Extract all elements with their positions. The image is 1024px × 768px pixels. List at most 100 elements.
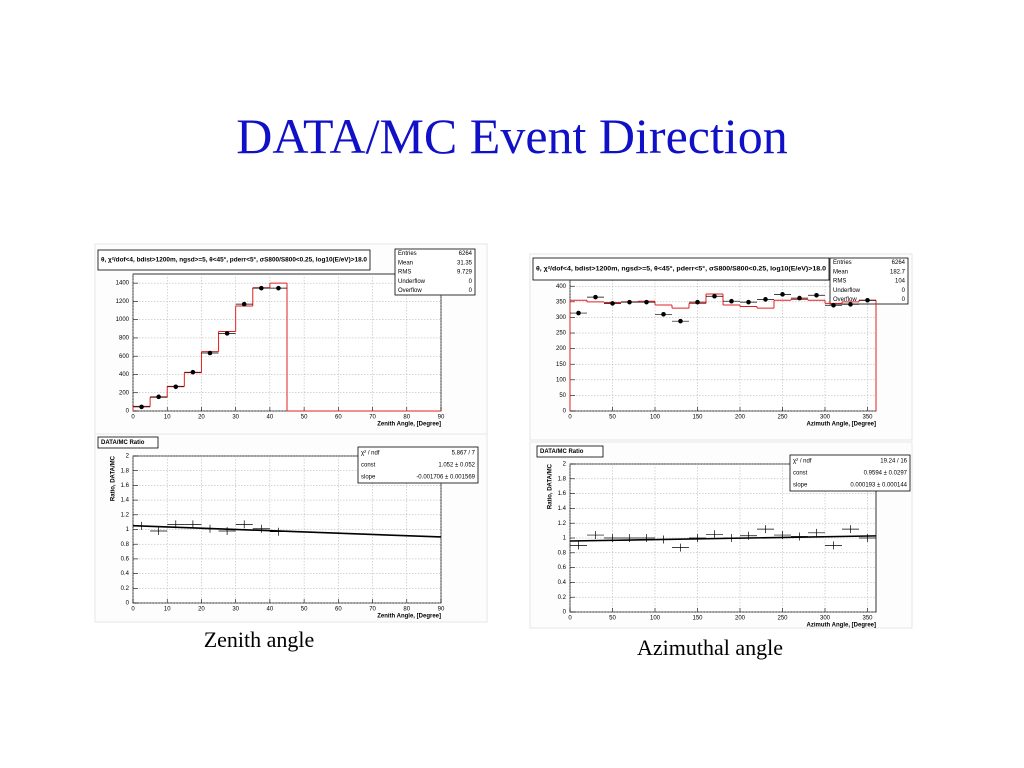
y-tick-label: 1.2 <box>121 512 130 518</box>
stats-box <box>394 248 476 296</box>
stats-value: 0.9594 ± 0.0297 <box>864 471 908 477</box>
y-tick-label: 0 <box>563 610 567 616</box>
slide-title: DATA/MC Event Direction <box>236 108 787 164</box>
stats-box <box>357 446 479 484</box>
data-point <box>644 299 649 305</box>
y-tick-label: 1.8 <box>121 468 130 474</box>
x-tick-label: 10 <box>164 607 171 613</box>
data-point <box>156 394 161 400</box>
x-tick-label: 90 <box>438 415 445 421</box>
stats-label: Mean <box>833 269 848 275</box>
title-box <box>97 249 371 271</box>
x-tick-label: 350 <box>862 415 873 421</box>
x-tick-label: 10 <box>164 415 171 421</box>
stats-label: Entries <box>398 251 417 257</box>
data-point <box>712 293 717 299</box>
x-tick-label: 50 <box>609 616 616 622</box>
x-tick-label: 200 <box>735 415 746 421</box>
data-point <box>241 301 247 307</box>
data-point <box>593 294 598 300</box>
plot-title: θ, χ²/dof<4, bdist>1200m, ngsd>=5, θ<45°… <box>101 257 368 264</box>
data-point <box>190 369 196 375</box>
x-axis-label: Zenith Angle, [Degree] <box>377 422 441 428</box>
title-box <box>536 445 604 458</box>
data-point <box>848 302 853 307</box>
y-tick-label: 600 <box>119 354 130 360</box>
data-point <box>661 312 666 317</box>
y-tick-label: 0.2 <box>558 595 567 601</box>
data-point <box>763 297 768 302</box>
y-tick-label: 350 <box>556 299 567 305</box>
y-tick-label: 0.4 <box>558 580 567 586</box>
x-tick-label: 0 <box>568 616 572 622</box>
data-point <box>259 285 264 291</box>
plot-panel: 0 10 20 30 40 50 60 70 80 90 0 200 400 600 800 1000 1200… <box>94 243 488 435</box>
data-point <box>797 295 802 301</box>
data-point <box>139 404 144 410</box>
data-point <box>207 350 213 356</box>
data-point <box>678 318 683 324</box>
y-tick-label: 1000 <box>116 317 130 323</box>
y-tick-label: 0.8 <box>558 550 567 556</box>
y-tick-label: 1400 <box>116 281 130 287</box>
y-axis-label: Ratio, DATA/MC <box>548 463 554 509</box>
x-tick-label: 70 <box>369 415 376 421</box>
x-tick-label: 50 <box>301 607 308 613</box>
y-tick-label: 400 <box>119 372 130 378</box>
y-tick-label: 0.4 <box>121 571 130 577</box>
x-tick-label: 0 <box>131 607 135 613</box>
stats-value: -0.001706 ± 0.001569 <box>416 475 475 481</box>
y-tick-label: 1.4 <box>558 506 567 512</box>
y-tick-label: 0.8 <box>121 542 130 548</box>
y-tick-label: 1.2 <box>558 521 567 527</box>
stats-label: slope <box>361 475 376 481</box>
x-tick-label: 50 <box>609 415 616 421</box>
stats-value: 182.7 <box>890 269 906 275</box>
stats-label: Overflow <box>833 297 857 303</box>
x-tick-label: 150 <box>692 415 703 421</box>
stats-label: Overflow <box>398 288 422 294</box>
y-tick-label: 800 <box>119 336 130 342</box>
y-tick-label: 0.6 <box>558 565 567 571</box>
stats-value: 0 <box>469 288 473 294</box>
x-axis-label: Azimuth Angle, [Degree] <box>807 422 876 428</box>
y-tick-label: 1.4 <box>121 498 130 504</box>
x-tick-label: 20 <box>198 607 205 613</box>
x-tick-label: 100 <box>650 616 661 622</box>
stats-value: 31.35 <box>457 260 473 266</box>
y-axis-label: Ratio, DATA/MC <box>111 455 117 501</box>
fit-line <box>569 535 877 542</box>
x-tick-label: 150 <box>692 616 703 622</box>
x-tick-label: 200 <box>735 616 746 622</box>
caption: Zenith angle <box>204 627 315 652</box>
plot-panel: 0 50 100 150 200 250 300 350 0 0.2 0.4 0.6 0.8 1 1.2 1.… <box>529 441 913 629</box>
data-point <box>729 298 734 304</box>
data-point <box>780 292 785 297</box>
data-point <box>746 299 751 305</box>
y-tick-label: 0.6 <box>121 556 130 562</box>
y-tick-label: 250 <box>556 331 567 337</box>
x-tick-label: 350 <box>862 616 873 622</box>
x-tick-label: 30 <box>232 415 239 421</box>
y-tick-label: 0 <box>563 409 567 415</box>
stats-value: 0 <box>902 297 906 303</box>
x-tick-label: 300 <box>820 616 831 622</box>
stats-label: χ² / ndf <box>793 459 812 465</box>
plot-title: DATA/MC Ratio <box>540 449 584 455</box>
plot-panel: 0 10 20 30 40 50 60 70 80 90 0 0.2 0.4 0.6 0.8 1 1.2 1.4 1… <box>94 433 488 623</box>
stats-box <box>829 257 909 305</box>
plot-title: DATA/MC Ratio <box>101 440 145 446</box>
x-tick-label: 250 <box>777 415 788 421</box>
stats-label: const <box>793 471 808 477</box>
stats-value: 0 <box>902 288 906 294</box>
data-point <box>610 301 615 306</box>
data-point <box>695 299 700 305</box>
x-tick-label: 50 <box>301 415 308 421</box>
title-box <box>97 436 159 449</box>
x-tick-label: 100 <box>650 415 661 421</box>
y-tick-label: 50 <box>559 393 566 399</box>
stats-box <box>789 454 911 492</box>
stats-value: 9.729 <box>457 270 473 276</box>
stats-label: Entries <box>833 260 852 266</box>
